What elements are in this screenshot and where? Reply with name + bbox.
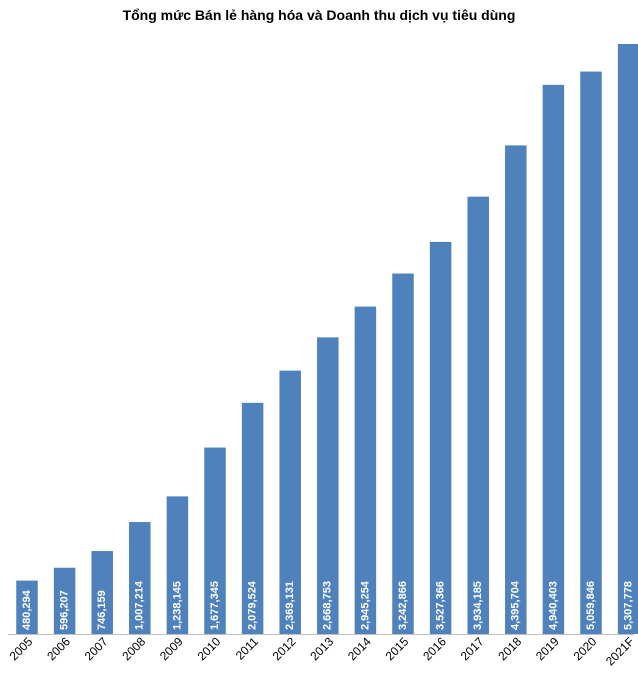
x-tick-label-2012: 2012 bbox=[270, 634, 299, 663]
data-label-2013: 2,668,753 bbox=[322, 581, 334, 630]
x-tick-label-2019: 2019 bbox=[533, 634, 562, 663]
bar-2013 bbox=[317, 337, 339, 634]
bar-2006 bbox=[53, 567, 76, 634]
data-label-2016: 3,527,366 bbox=[435, 581, 447, 630]
x-tick-label-2006: 2006 bbox=[44, 634, 73, 663]
bar-2007 bbox=[91, 551, 113, 634]
x-tick-label-2017: 2017 bbox=[458, 634, 487, 663]
x-tick-label-2020: 2020 bbox=[571, 634, 600, 663]
bar-2012 bbox=[279, 370, 301, 634]
data-label-2009: 1,238,145 bbox=[171, 581, 183, 630]
data-label-2008: 1,007,214 bbox=[134, 580, 146, 630]
data-label-2020: 5,059,846 bbox=[585, 581, 597, 630]
data-label-2012: 2,369,131 bbox=[284, 581, 296, 630]
x-tick-label-2015: 2015 bbox=[383, 634, 412, 663]
x-tick-label-2009: 2009 bbox=[157, 634, 186, 663]
x-tick-label-2014: 2014 bbox=[345, 634, 374, 663]
bar-2016 bbox=[429, 241, 452, 634]
x-tick-label-2007: 2007 bbox=[82, 634, 111, 663]
x-tick-label-2011: 2011 bbox=[233, 634, 261, 662]
bar-2015 bbox=[392, 273, 414, 634]
data-label-2019: 4,940,403 bbox=[547, 581, 559, 630]
x-tick-label-2008: 2008 bbox=[119, 634, 148, 663]
bar-2008 bbox=[129, 522, 151, 634]
bar-2017 bbox=[467, 196, 489, 634]
bar-2021F bbox=[617, 44, 638, 634]
x-tick-label-2021F: 2021F bbox=[603, 634, 637, 668]
bar-2019 bbox=[542, 84, 565, 635]
data-label-2006: 596,207 bbox=[59, 590, 71, 630]
bar-2014 bbox=[354, 306, 377, 634]
bar-2018 bbox=[505, 145, 527, 634]
chart-title: Tổng mức Bán lẻ hàng hóa và Doanh thu dị… bbox=[122, 7, 516, 23]
bars-group: 480,294 596,207 746,159 1,007,214 1,238,145 1… bbox=[16, 44, 638, 635]
data-label-2005: 480,294 bbox=[21, 589, 33, 630]
data-label-2015: 3,242,866 bbox=[397, 581, 409, 630]
data-label-2007: 746,159 bbox=[96, 590, 108, 630]
x-tick-label-2010: 2010 bbox=[195, 634, 224, 663]
bar-2010 bbox=[204, 447, 226, 634]
data-label-2010: 1,677,345 bbox=[209, 581, 221, 630]
data-label-2014: 2,945,254 bbox=[359, 580, 371, 630]
tick-labels-group: 2005 2006 2007 2008 2009 2010 2011 2012 2013 2014… bbox=[7, 634, 637, 668]
data-label-2021F: 5,307,778 bbox=[623, 581, 635, 630]
bar-2020 bbox=[580, 71, 602, 634]
x-tick-label-2005: 2005 bbox=[7, 634, 36, 663]
x-tick-label-2016: 2016 bbox=[420, 634, 449, 663]
data-label-2017: 3,934,185 bbox=[472, 581, 484, 630]
x-tick-label-2013: 2013 bbox=[307, 634, 336, 663]
bar-2005 bbox=[16, 580, 38, 634]
bar-2011 bbox=[241, 402, 264, 634]
data-label-2011: 2,079,524 bbox=[247, 580, 259, 630]
data-label-2018: 4,395,704 bbox=[510, 580, 522, 630]
bar-2009 bbox=[166, 496, 189, 634]
x-tick-label-2018: 2018 bbox=[495, 634, 524, 663]
